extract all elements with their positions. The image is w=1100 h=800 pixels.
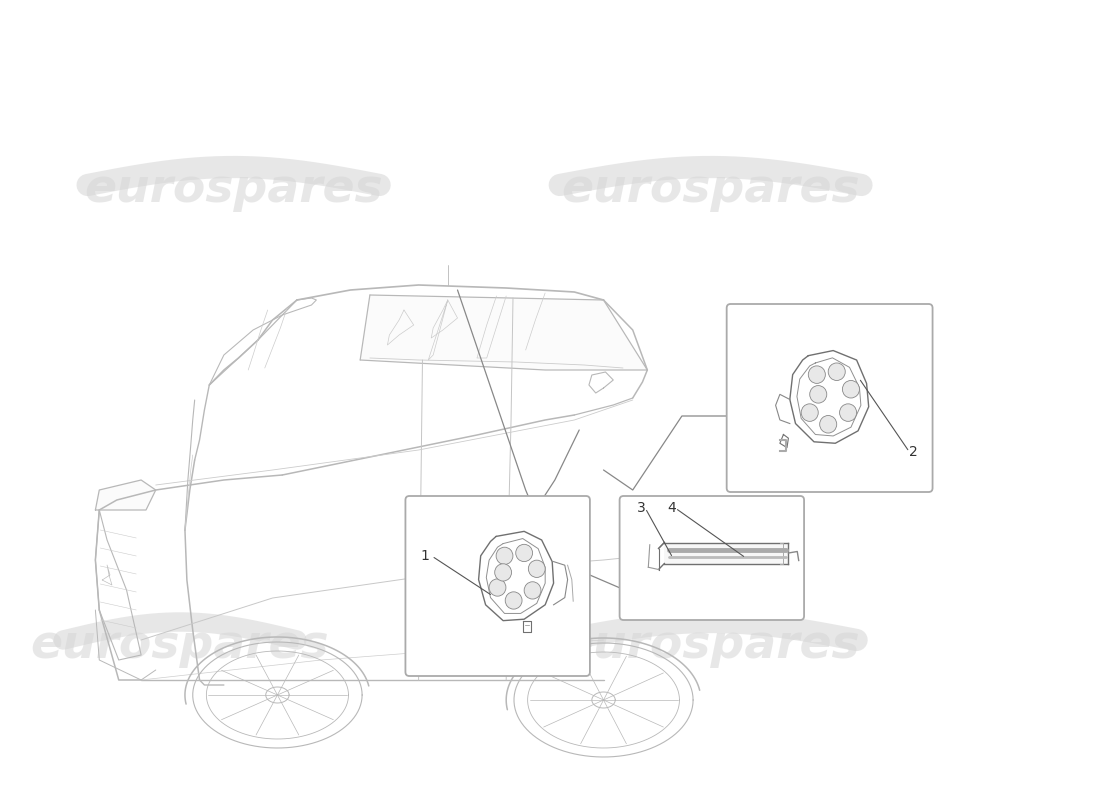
Circle shape: [496, 547, 513, 565]
Polygon shape: [360, 295, 647, 370]
Circle shape: [808, 366, 825, 383]
Circle shape: [490, 579, 506, 596]
Text: 1: 1: [420, 549, 429, 563]
Circle shape: [528, 560, 546, 578]
Circle shape: [524, 582, 541, 599]
Text: eurospares: eurospares: [561, 167, 860, 213]
Circle shape: [516, 544, 532, 562]
Circle shape: [839, 404, 857, 422]
Text: 3: 3: [637, 501, 646, 515]
Text: eurospares: eurospares: [31, 622, 329, 667]
Polygon shape: [664, 542, 789, 563]
Circle shape: [810, 386, 827, 403]
Circle shape: [820, 415, 837, 433]
Text: eurospares: eurospares: [561, 622, 860, 667]
Circle shape: [828, 363, 845, 381]
Circle shape: [505, 592, 522, 609]
Text: eurospares: eurospares: [85, 167, 383, 213]
Text: 4: 4: [668, 501, 676, 515]
FancyBboxPatch shape: [619, 496, 804, 620]
Circle shape: [801, 404, 818, 422]
FancyBboxPatch shape: [727, 304, 933, 492]
Circle shape: [843, 381, 859, 398]
FancyBboxPatch shape: [406, 496, 590, 676]
Polygon shape: [96, 480, 156, 510]
Text: 2: 2: [910, 445, 918, 459]
Circle shape: [495, 564, 512, 581]
